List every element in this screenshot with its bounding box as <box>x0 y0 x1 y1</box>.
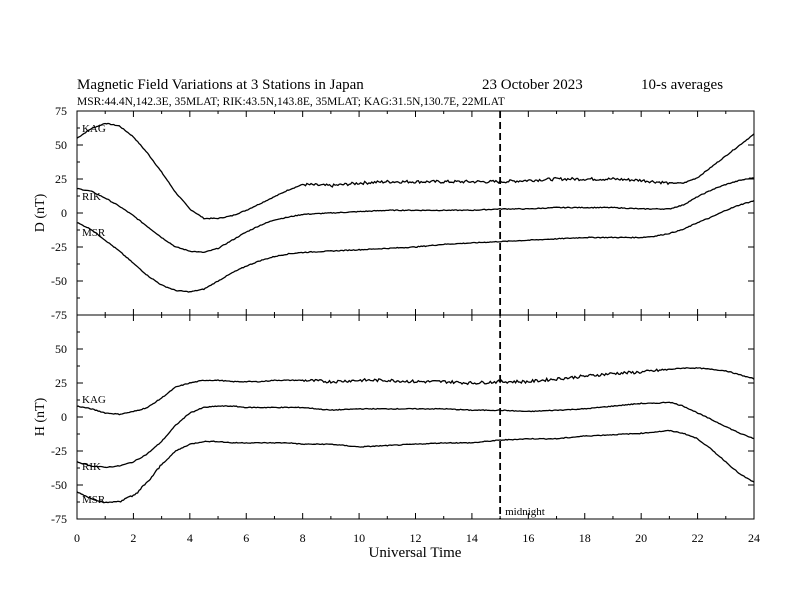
x-axis-ticks: 0 2 4 6 8 10 12 14 16 18 20 22 24 <box>74 531 760 545</box>
series-label-msr-d: MSR <box>82 227 106 239</box>
x-tick-label: 18 <box>579 531 591 545</box>
series-label-kag-d: KAG <box>82 123 106 135</box>
panel-d-series <box>76 122 755 293</box>
series-label-rik-h: RIK <box>82 461 101 473</box>
y-tick-label-d: 0 <box>61 206 67 220</box>
panel-h-series <box>76 367 755 504</box>
x-tick-label: 0 <box>74 531 80 545</box>
chart-averaging: 10-s averages <box>641 77 723 93</box>
series-line-kag-d <box>76 122 755 220</box>
stations-line: MSR:44.4N,142.3E, 35MLAT; RIK:43.5N,143.… <box>77 96 505 108</box>
x-tick-label: 20 <box>635 531 647 545</box>
x-tick-label: 16 <box>522 531 534 545</box>
y-tick-label-h: 25 <box>55 376 67 390</box>
x-tick-label: 22 <box>692 531 704 545</box>
panel-h-ticks: 50 25 0 -25 -50 -75 <box>51 314 755 526</box>
series-line-msr-d <box>76 200 755 293</box>
panel-h-ylabel: H (nT) <box>33 397 48 436</box>
y-tick-label-d: 50 <box>55 138 67 152</box>
series-label-msr-h: MSR <box>82 494 106 506</box>
panel-d-series-labels: KAG RIK MSR <box>82 123 106 239</box>
panel-d-ticks: 75 50 25 0 -25 -50 -75 <box>51 104 755 322</box>
y-tick-label-h: 50 <box>55 342 67 356</box>
panel-h: 50 25 0 -25 -50 -75 KAG RIK MSR H (nT) <box>33 314 755 526</box>
x-tick-label: 24 <box>748 531 760 545</box>
series-line-kag-h <box>77 367 755 416</box>
x-tick-label: 12 <box>410 531 422 545</box>
y-tick-label-d: -25 <box>51 240 67 254</box>
y-tick-label-d: -50 <box>51 274 67 288</box>
y-tick-label-h: -50 <box>51 478 67 492</box>
panel-d-frame <box>76 110 755 316</box>
panel-d-ylabel: D (nT) <box>33 193 48 232</box>
x-tick-label: 8 <box>300 531 306 545</box>
y-tick-label-d: -75 <box>51 308 67 322</box>
y-tick-label-d: 25 <box>55 172 67 186</box>
midnight-label: midnight <box>505 506 545 518</box>
series-label-rik-d: RIK <box>82 191 101 203</box>
x-axis-label: Universal Time <box>369 545 462 561</box>
panel-d: 75 50 25 0 -25 -50 -75 KAG RIK MSR D (nT) <box>33 104 755 322</box>
series-line-rik-h <box>76 401 755 469</box>
x-tick-label: 4 <box>187 531 193 545</box>
panel-h-frame <box>76 314 755 520</box>
y-tick-label-h: -75 <box>51 512 67 526</box>
y-tick-label-d: 75 <box>55 104 67 118</box>
x-tick-label: 2 <box>130 531 136 545</box>
chart-title: Magnetic Field Variations at 3 Stations … <box>77 77 364 93</box>
chart-date: 23 October 2023 <box>482 77 583 93</box>
x-tick-label: 14 <box>466 531 478 545</box>
series-label-kag-h: KAG <box>82 394 106 406</box>
x-tick-label: 10 <box>353 531 365 545</box>
y-tick-label-h: 0 <box>61 410 67 424</box>
series-line-rik-d <box>76 177 755 254</box>
x-tick-label: 6 <box>243 531 249 545</box>
series-line-msr-h <box>76 429 755 504</box>
y-tick-label-h: -25 <box>51 444 67 458</box>
panel-h-series-labels: KAG RIK MSR <box>82 394 106 506</box>
